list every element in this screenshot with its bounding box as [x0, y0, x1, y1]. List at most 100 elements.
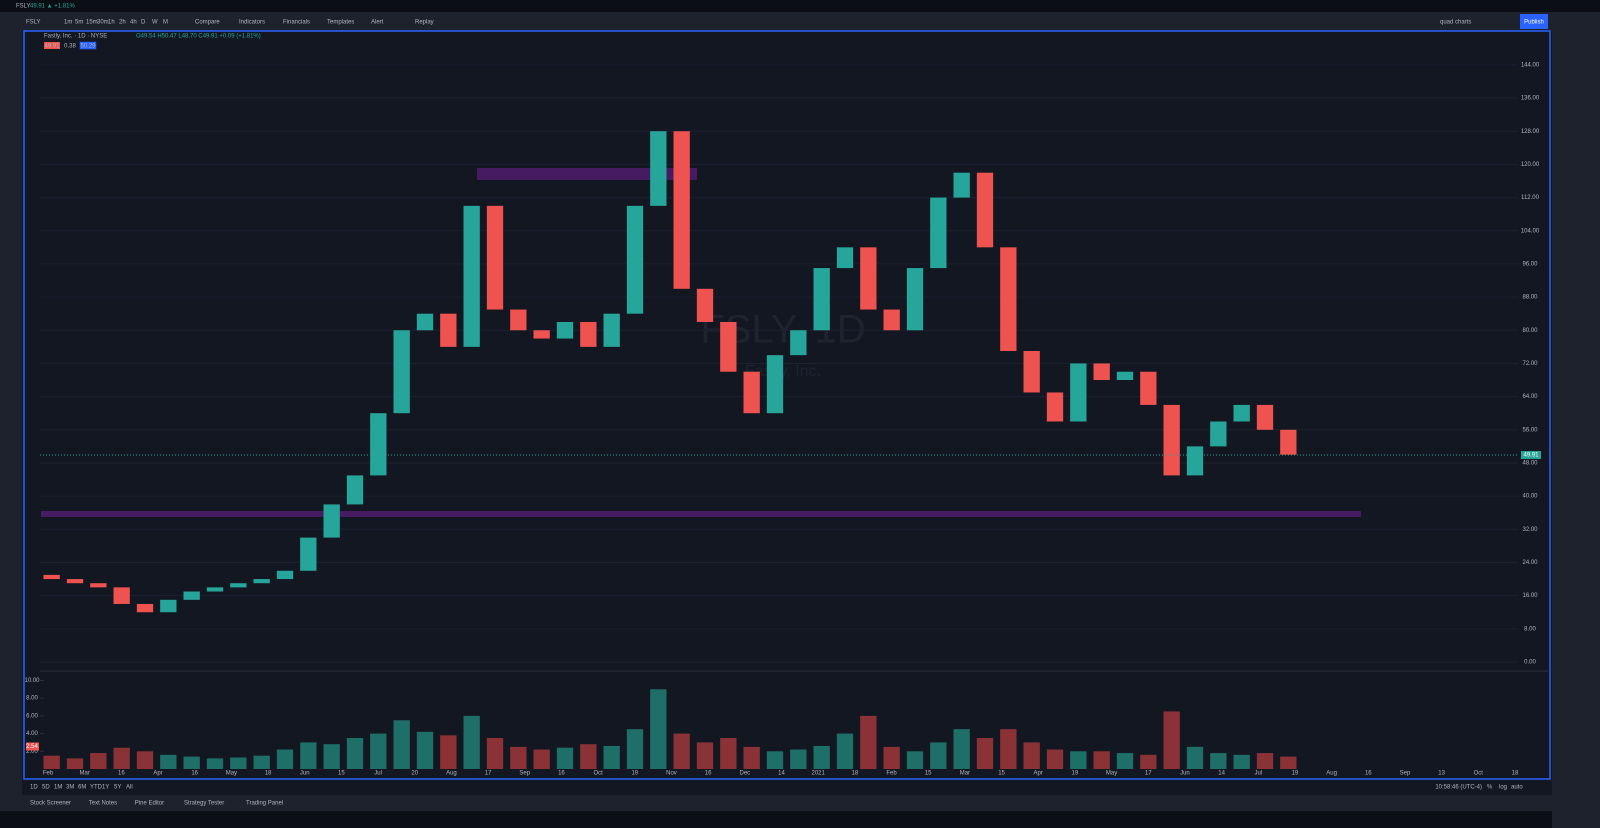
x-tick-label: 20	[411, 771, 418, 777]
interval[interactable]: M	[163, 20, 168, 26]
y-tick-label: 96.00	[1522, 261, 1538, 267]
volume-bar	[1186, 746, 1204, 769]
tab-bar	[0, 0, 1600, 12]
candle-body	[953, 172, 970, 198]
x-tick-label: 17	[485, 771, 492, 777]
toolbar-button[interactable]: Replay	[415, 20, 434, 26]
range-button[interactable]: 5Y	[114, 785, 121, 791]
volume-bar	[533, 749, 550, 769]
tab-symbol[interactable]: FSLY	[16, 4, 31, 10]
candle-body	[743, 371, 760, 414]
interval[interactable]: 5m	[75, 20, 83, 26]
toolbar-button[interactable]: Compare	[195, 20, 220, 26]
x-tick-label: 13	[1438, 771, 1445, 777]
x-tick-label: Apr	[153, 771, 162, 777]
candle-body	[603, 313, 620, 347]
candle-body	[1046, 392, 1064, 422]
x-tick-label: Jul	[1254, 771, 1262, 777]
toolbar-button[interactable]: Templates	[327, 20, 354, 26]
x-tick-label: Feb	[43, 771, 54, 777]
range-button[interactable]: All	[126, 785, 133, 791]
candle-body	[160, 599, 177, 613]
volume-bar	[463, 715, 480, 769]
volume-bar	[300, 742, 317, 769]
volume-bar	[230, 757, 247, 769]
candle-body	[183, 591, 200, 600]
y-tick-label: 8.00	[1524, 626, 1536, 632]
candle-body	[930, 197, 947, 269]
y-tick-label: 16.00	[1522, 593, 1538, 599]
toolbar-button[interactable]: Financials	[283, 20, 310, 26]
last-price-badge	[1521, 451, 1541, 460]
scale-option[interactable]: auto	[1511, 785, 1523, 791]
interval[interactable]: W	[152, 20, 158, 26]
interval[interactable]: 30m	[97, 20, 109, 26]
range-button[interactable]: 1Y	[102, 785, 109, 791]
range-button[interactable]: 1D	[30, 785, 38, 791]
x-tick-label: Sep	[519, 771, 530, 777]
candle-body	[370, 413, 387, 476]
range-button[interactable]: YTD	[90, 785, 103, 791]
range-button[interactable]: 3M	[66, 785, 74, 791]
x-tick-label: 15	[338, 771, 345, 777]
interval[interactable]: 1h	[108, 20, 115, 26]
volume-bar	[766, 751, 784, 769]
interval[interactable]: 1m	[64, 20, 72, 26]
x-tick-label: 2021	[811, 771, 825, 777]
candle-body	[1023, 351, 1040, 393]
candle-body	[906, 268, 924, 331]
y-tick-label: 136.00	[1521, 96, 1540, 102]
x-tick-label: Oct	[1474, 771, 1484, 777]
x-tick-label: Sep	[1400, 771, 1411, 777]
interval[interactable]: 4h	[130, 20, 137, 26]
volume-bar	[66, 758, 84, 769]
y-tick-label: 56.00	[1522, 427, 1538, 433]
bottom-tab[interactable]: Strategy Tester	[184, 801, 224, 807]
volume-bar	[370, 733, 387, 769]
bottom-bar	[0, 795, 1552, 811]
legend-badge-text: 49.91	[44, 44, 60, 50]
layout-name[interactable]: quad charts	[1440, 20, 1471, 26]
x-tick-label: Nov	[666, 771, 677, 777]
toolbar-button[interactable]: Indicators	[239, 20, 265, 26]
volume-bar	[90, 753, 107, 769]
legend-badge	[62, 42, 78, 49]
range-button[interactable]: 6M	[78, 785, 86, 791]
y-tick-label: 72.00	[1522, 361, 1538, 367]
x-tick-label: Jun	[1180, 771, 1190, 777]
legend-badge	[79, 41, 97, 50]
bottom-tab[interactable]: Pine Editor	[135, 801, 164, 807]
y-tick-label: 24.00	[1522, 560, 1538, 566]
candle-body	[113, 587, 130, 604]
scale-option[interactable]: %	[1487, 785, 1493, 791]
x-tick-label: Mar	[960, 771, 970, 777]
range-button[interactable]: 1M	[54, 785, 62, 791]
volume-bar	[650, 689, 667, 769]
toolbar-symbol[interactable]: FSLY	[26, 20, 41, 26]
scale-option[interactable]: log	[1499, 785, 1507, 791]
candle-body	[440, 313, 457, 347]
legend-badge	[44, 42, 60, 49]
x-tick-label: Jul	[374, 771, 382, 777]
bottom-tab[interactable]: Trading Panel	[246, 801, 283, 807]
publish-label[interactable]: Publish	[1524, 20, 1544, 26]
volume-bar	[1163, 711, 1180, 769]
interval[interactable]: D	[141, 20, 146, 26]
candle-body	[533, 330, 550, 339]
y-tick-label: 120.00	[1521, 162, 1540, 168]
interval[interactable]: 2h	[119, 20, 126, 26]
volume-bar	[393, 720, 410, 769]
toolbar-button[interactable]: Alert	[371, 20, 384, 26]
y-tick-label: 0.00	[1524, 660, 1536, 666]
interval[interactable]: 15m	[86, 20, 98, 26]
bottom-tab[interactable]: Stock Screener	[30, 801, 71, 807]
right-toolbar	[1552, 12, 1600, 828]
bottom-tab[interactable]: Text Notes	[89, 801, 117, 807]
publish-button[interactable]	[1520, 14, 1548, 29]
candle-body	[1256, 404, 1274, 430]
volume-bar	[253, 755, 270, 769]
x-tick-label: Dec	[739, 771, 750, 777]
range-button[interactable]: 5D	[42, 785, 50, 791]
candle-body	[1233, 404, 1250, 422]
candle-body	[90, 583, 107, 588]
